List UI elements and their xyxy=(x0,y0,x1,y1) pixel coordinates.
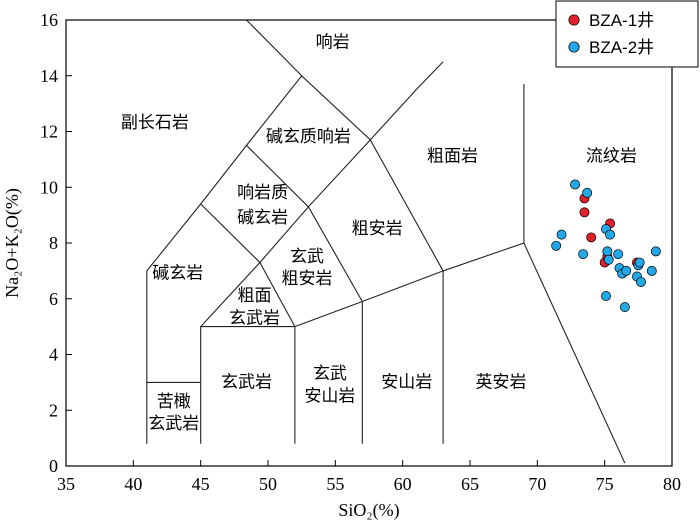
x-tick-label: 60 xyxy=(394,474,412,494)
x-tick-label: 75 xyxy=(596,474,614,494)
point-series-2 xyxy=(646,265,657,276)
field-label: 英安岩 xyxy=(475,372,526,392)
x-axis-title: SiO₂(%) xyxy=(338,500,399,521)
point-series-2 xyxy=(621,265,632,276)
point-series-2 xyxy=(551,240,562,251)
y-tick-label: 0 xyxy=(49,456,58,476)
legend-label: BZA-2井 xyxy=(589,38,654,57)
point-series-2 xyxy=(636,277,646,287)
data-points xyxy=(551,179,661,313)
x-tick-label: 55 xyxy=(326,474,344,494)
point-series-2 xyxy=(556,229,567,240)
x-tick-label: 70 xyxy=(528,474,546,494)
field-label: 碱玄岩 xyxy=(237,208,288,228)
field-boundary xyxy=(307,61,444,444)
point-series-2 xyxy=(650,246,661,257)
field-label: 响岩 xyxy=(316,32,350,52)
point-series-2 xyxy=(570,179,580,190)
field-label: 粗面岩 xyxy=(427,147,478,167)
x-tick-label: 80 xyxy=(663,474,681,494)
y-tick-label: 10 xyxy=(40,177,58,197)
field-label: 玄武 xyxy=(290,247,324,267)
x-tick-label: 45 xyxy=(192,474,210,494)
field-boundaries xyxy=(146,19,626,464)
legend-marker xyxy=(568,41,580,53)
legend-marker xyxy=(568,14,580,26)
y-tick-label: 8 xyxy=(49,233,58,253)
point-series-2 xyxy=(605,229,616,240)
point-series-2 xyxy=(578,249,589,260)
point-series-1 xyxy=(586,232,597,243)
point-series-2 xyxy=(603,254,614,265)
field-boundary xyxy=(146,74,626,464)
field-label: 苦橄 xyxy=(157,392,191,412)
y-tick-label: 14 xyxy=(40,66,58,86)
point-series-2 xyxy=(602,246,613,257)
point-series-2 xyxy=(613,249,624,260)
field-label: 玄武岩 xyxy=(221,372,272,392)
x-tick-label: 35 xyxy=(57,474,75,494)
point-series-2 xyxy=(619,302,630,313)
axes: 35 40 45 50 55 60 65 70 75 80 0 2 4 6 8 10 12 14 16 SiO₂(%)… xyxy=(2,10,681,521)
field-boundary xyxy=(246,145,310,263)
y-axis-title: Na₂O+K₂O(%) xyxy=(2,188,23,298)
point-series-2 xyxy=(634,257,645,268)
field-label: 响岩质 xyxy=(237,183,288,203)
field-label: 安山岩 xyxy=(381,372,432,392)
y-tick-label: 16 xyxy=(40,10,58,30)
x-tick-label: 50 xyxy=(259,474,277,494)
point-series-2 xyxy=(582,187,593,198)
field-label: 安山岩 xyxy=(304,386,355,406)
field-label: 粗安岩 xyxy=(282,269,333,289)
field-label: 玄武岩 xyxy=(229,308,280,328)
legend-box xyxy=(555,0,699,68)
field-label: 碱玄岩 xyxy=(152,264,203,284)
field-boundary xyxy=(246,19,303,77)
x-tick-label: 65 xyxy=(461,474,479,494)
field-label: 玄武岩 xyxy=(148,414,199,434)
field-label: 碱玄质响岩 xyxy=(266,127,351,147)
field-label: 粗安岩 xyxy=(352,219,403,239)
legend-label: BZA-1井 xyxy=(589,11,654,30)
y-tick-label: 12 xyxy=(40,122,58,142)
point-series-2 xyxy=(601,291,611,301)
field-label: 粗面 xyxy=(238,286,272,306)
point-series-1 xyxy=(579,207,590,218)
legend: BZA-1井 BZA-2井 xyxy=(555,0,699,68)
y-tick-label: 6 xyxy=(49,289,58,309)
field-label: 流纹岩 xyxy=(586,147,637,167)
x-tick-label: 40 xyxy=(124,474,142,494)
y-tick-label: 4 xyxy=(49,345,58,365)
field-label: 副长石岩 xyxy=(121,113,189,133)
field-boundary xyxy=(259,262,296,327)
y-tick-label: 2 xyxy=(49,400,58,420)
field-label: 玄武 xyxy=(313,364,347,384)
